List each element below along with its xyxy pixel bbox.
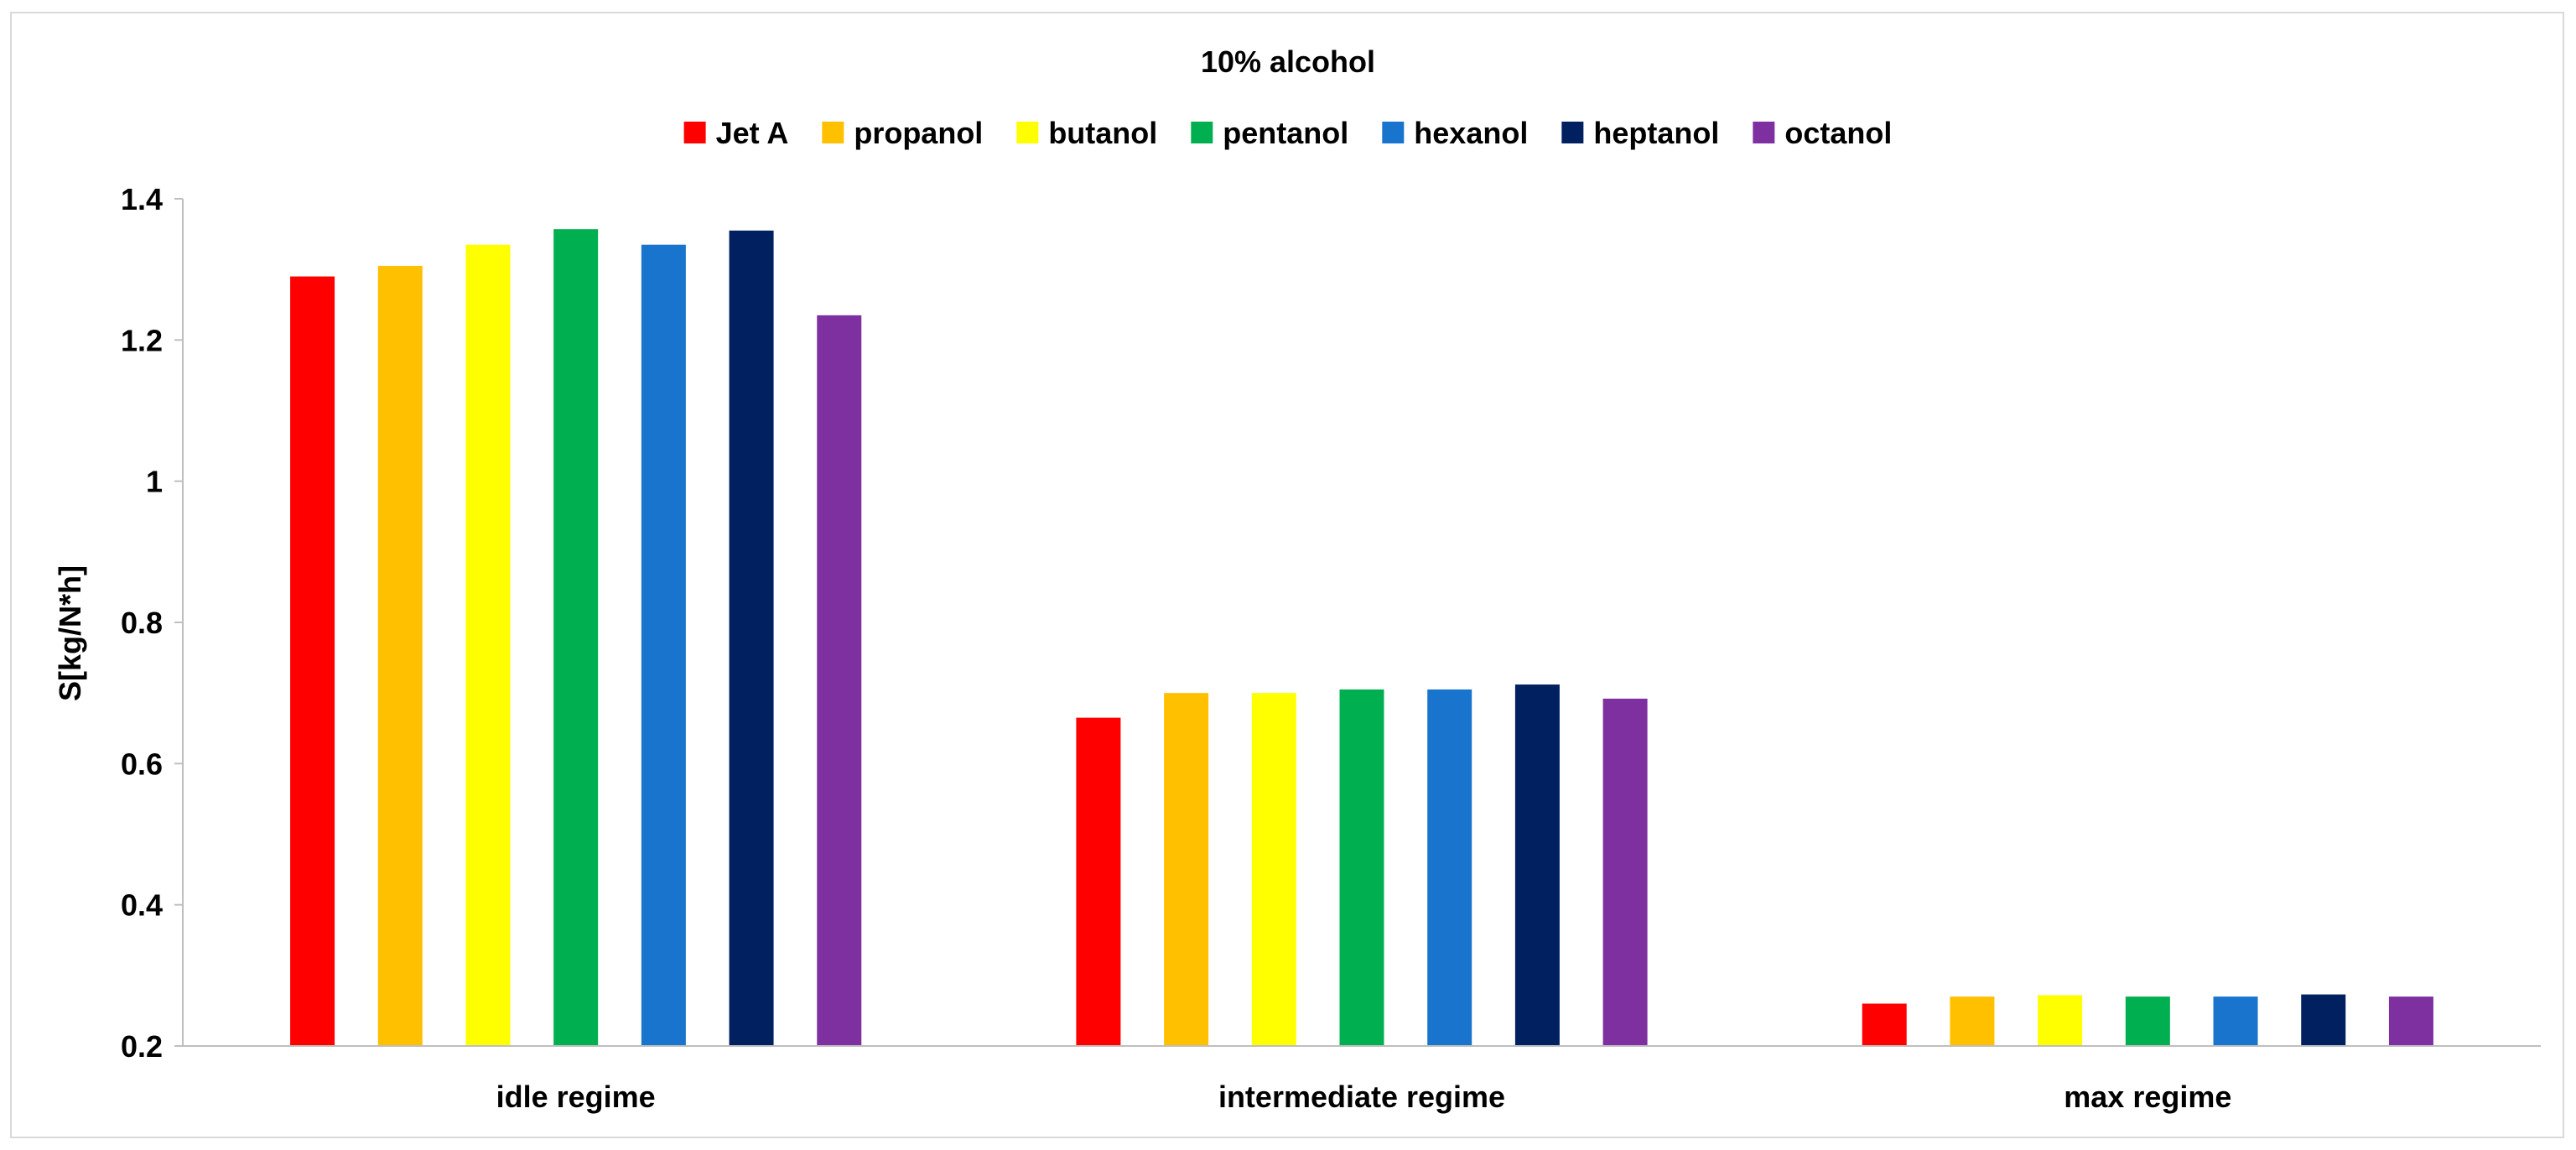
y-tick-label: 0.2 xyxy=(121,1029,163,1064)
legend-swatch xyxy=(1753,122,1775,143)
bar-pentanol-1 xyxy=(553,229,599,1047)
bar-heptanol-2 xyxy=(1514,684,1560,1046)
bar-octanol-1 xyxy=(817,315,862,1046)
category-labels: idle regime intermediate regime max regime xyxy=(496,1080,2232,1114)
bar-jet-a-3 xyxy=(1862,1003,1907,1046)
legend-label: heptanol xyxy=(1593,116,1719,150)
legend-label: pentanol xyxy=(1223,116,1348,150)
legend-swatch xyxy=(1382,122,1405,143)
bar-butanol-3 xyxy=(2038,995,2083,1046)
bar-heptanol-1 xyxy=(729,230,774,1046)
bar-butanol-2 xyxy=(1251,693,1296,1046)
bar-heptanol-3 xyxy=(2301,994,2346,1046)
bars xyxy=(290,229,2433,1047)
bar-jet-a-1 xyxy=(290,276,335,1046)
bar-pentanol-3 xyxy=(2125,996,2170,1046)
legend-swatch xyxy=(822,122,844,143)
y-axis-ticks: 0.2 0.4 0.6 0.8 1 1.2 1.4 xyxy=(121,182,183,1064)
bar-butanol-1 xyxy=(465,244,511,1046)
legend-label: octanol xyxy=(1784,116,1892,150)
bar-propanol-3 xyxy=(1950,996,1995,1046)
legend: Jet A propanol butanol pentanol hexanol hepta… xyxy=(683,116,1892,150)
legend-swatch xyxy=(1016,122,1039,143)
bar-pentanol-2 xyxy=(1339,689,1384,1046)
bar-hexanol-2 xyxy=(1427,689,1472,1046)
bar-octanol-3 xyxy=(2388,996,2433,1046)
legend-swatch xyxy=(1191,122,1213,143)
chart-title: 10% alcohol xyxy=(1201,44,1375,79)
category-label: max regime xyxy=(2064,1080,2231,1114)
y-tick-label: 0.4 xyxy=(121,888,163,923)
y-axis-title: S[kg/N*h] xyxy=(53,565,87,701)
bar-propanol-1 xyxy=(377,265,423,1046)
bar-propanol-2 xyxy=(1164,693,1209,1046)
legend-swatch xyxy=(1561,122,1584,143)
y-tick-label: 1 xyxy=(146,465,163,499)
legend-label: propanol xyxy=(854,116,983,150)
bar-hexanol-3 xyxy=(2213,996,2258,1046)
legend-label: Jet A xyxy=(716,116,789,150)
bar-hexanol-1 xyxy=(641,244,686,1046)
y-tick-label: 0.6 xyxy=(121,747,163,781)
legend-swatch xyxy=(683,122,706,143)
y-tick-label: 0.8 xyxy=(121,606,163,640)
bar-jet-a-2 xyxy=(1076,717,1121,1046)
bar-octanol-2 xyxy=(1602,698,1648,1046)
y-tick-label: 1.4 xyxy=(121,182,163,216)
y-tick-label: 1.2 xyxy=(121,323,163,357)
legend-label: butanol xyxy=(1048,116,1157,150)
legend-label: hexanol xyxy=(1414,116,1528,150)
category-label: idle regime xyxy=(496,1080,656,1114)
category-label: intermediate regime xyxy=(1218,1080,1505,1114)
